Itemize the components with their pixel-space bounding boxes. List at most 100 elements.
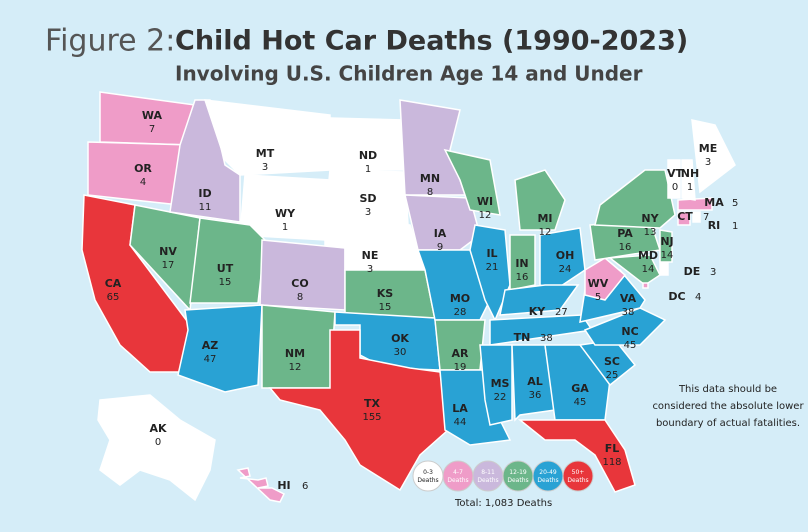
state-deaths: 45 [574, 397, 587, 408]
state-deaths: 38 [622, 307, 635, 318]
state-abbr: AR [452, 347, 470, 360]
state-deaths: 3 [367, 264, 373, 275]
state-shape [677, 211, 691, 226]
state-deaths: 36 [529, 390, 542, 401]
state-shape [642, 282, 649, 289]
states [81, 91, 736, 503]
legend-label: 20-49 Deaths [537, 469, 558, 484]
state-abbr: KY [529, 305, 547, 318]
state-abbr: TN [514, 331, 531, 344]
state-abbr: IL [486, 247, 497, 260]
state-shape [583, 307, 667, 346]
legend-label: 8-11 Deaths [477, 469, 498, 484]
state-deaths: 15 [219, 277, 232, 288]
state-deaths: 3 [365, 207, 371, 218]
state-abbr: SC [604, 355, 620, 368]
state-shape [677, 197, 713, 211]
state-deaths: 3 [710, 267, 716, 278]
state-abbr: IA [434, 227, 447, 240]
state-abbr: OH [556, 249, 575, 262]
state-abbr: WY [275, 207, 296, 220]
state-abbr: OK [391, 332, 409, 345]
state-shape [691, 119, 736, 194]
state-abbr: DC [668, 290, 685, 303]
state-shape [539, 227, 586, 291]
state-deaths: 30 [394, 347, 407, 358]
state-deaths: 1 [732, 221, 738, 232]
state-abbr: MS [491, 377, 510, 390]
state-abbr: CT [677, 210, 693, 223]
state-deaths: 3 [705, 157, 711, 168]
state-deaths: 24 [559, 264, 572, 275]
state-shape [509, 234, 536, 291]
state-shape [692, 211, 701, 223]
state-deaths: 47 [204, 354, 217, 365]
state-deaths: 19 [454, 362, 467, 373]
state-abbr: CA [105, 277, 122, 290]
state-deaths: 155 [362, 412, 381, 423]
state-abbr: GA [571, 382, 589, 395]
state-abbr: NJ [660, 235, 673, 248]
state-abbr: IN [515, 257, 528, 270]
state-abbr: NC [621, 325, 638, 338]
legend-label: 12-19 Deaths [507, 469, 528, 484]
state-deaths: 0 [672, 182, 678, 193]
title: Child Hot Car Deaths (1990-2023) [175, 26, 688, 57]
state-deaths: 8 [427, 187, 433, 198]
state-abbr: WA [142, 109, 163, 122]
state-shape [499, 284, 580, 316]
state-abbr: FL [605, 442, 620, 455]
state-shape [514, 169, 566, 231]
state-abbr: AL [527, 375, 543, 388]
state-abbr: DE [684, 265, 701, 278]
state-shape [584, 257, 627, 301]
state-deaths: 16 [516, 272, 529, 283]
state-deaths: 38 [540, 333, 553, 344]
state-shape [681, 159, 696, 201]
state-deaths: 8 [297, 292, 303, 303]
state-deaths: 17 [162, 260, 175, 271]
state-deaths: 7 [149, 124, 155, 135]
state-deaths: 45 [624, 340, 637, 351]
state-shape [667, 159, 681, 199]
state-shape [659, 229, 673, 263]
state-deaths: 4 [695, 292, 701, 303]
state-shape [594, 169, 676, 229]
state-deaths: 7 [703, 212, 709, 223]
state-abbr: TX [364, 397, 381, 410]
state-deaths: 22 [494, 392, 507, 403]
state-deaths: 6 [302, 481, 308, 492]
state-deaths: 1 [687, 182, 693, 193]
legend-label: 50+ Deaths [567, 469, 588, 484]
state-deaths: 5 [595, 292, 601, 303]
state-deaths: 5 [732, 198, 738, 209]
state-abbr: WI [477, 195, 493, 208]
state-deaths: 44 [454, 417, 467, 428]
state-deaths: 1 [365, 164, 371, 175]
state-deaths: 9 [437, 242, 443, 253]
state-deaths: 27 [555, 307, 568, 318]
state-abbr: ME [699, 142, 717, 155]
legend-label: 0-3 Deaths [417, 469, 438, 484]
state-abbr: MT [256, 147, 275, 160]
state-abbr: ND [359, 149, 377, 162]
state-deaths: 25 [606, 370, 619, 381]
state-abbr: MA [704, 196, 724, 209]
state-abbr: CO [291, 277, 308, 290]
state-abbr: KS [377, 287, 394, 300]
total: Total: 1,083 Deaths [454, 498, 552, 509]
state-deaths: 1 [282, 222, 288, 233]
state-shape [517, 419, 636, 493]
note-line: considered the absolute lower [652, 401, 804, 412]
legend-label: 4-7 Deaths [447, 469, 468, 484]
state-abbr: AZ [202, 339, 219, 352]
state-deaths: 16 [619, 242, 632, 253]
state-abbr: MD [638, 249, 658, 262]
state-deaths: 14 [642, 264, 655, 275]
state-deaths: 12 [289, 362, 302, 373]
state-abbr: SD [359, 192, 376, 205]
state-abbr: RI [708, 219, 721, 232]
state-abbr: MO [450, 292, 470, 305]
state-shape [479, 344, 513, 426]
